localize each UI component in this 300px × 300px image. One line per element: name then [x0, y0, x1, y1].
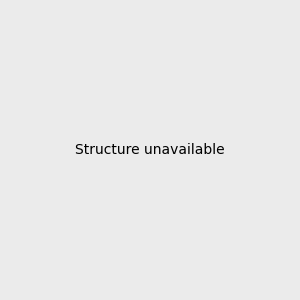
- Text: Structure unavailable: Structure unavailable: [75, 143, 225, 157]
